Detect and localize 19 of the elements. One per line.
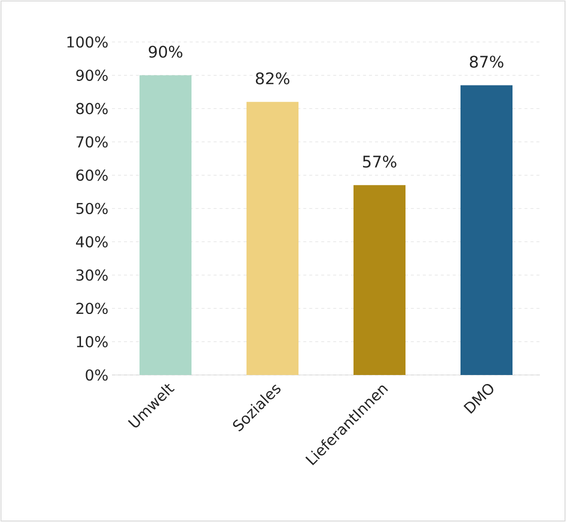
y-tick-label: 50% <box>76 202 108 214</box>
y-tick-label: 80% <box>76 102 108 114</box>
data-label: 90% <box>148 46 182 58</box>
y-tick-label: 40% <box>76 236 108 248</box>
y-tick-label: 10% <box>76 336 108 348</box>
y-tick-label: 70% <box>76 136 108 148</box>
y-tick-label: 60% <box>76 170 108 181</box>
data-label: 82% <box>256 72 290 84</box>
data-label: 57% <box>363 156 396 168</box>
y-tick-label: 0% <box>86 369 108 381</box>
data-label: 87% <box>470 56 504 68</box>
y-tick-label: 20% <box>76 302 108 314</box>
bar <box>140 75 192 375</box>
bar <box>246 102 299 375</box>
y-tick-label: 30% <box>76 269 108 281</box>
bar <box>460 85 513 375</box>
bar <box>354 185 406 375</box>
y-tick-label: 90% <box>76 70 108 81</box>
y-tick-label: 100% <box>67 36 108 48</box>
